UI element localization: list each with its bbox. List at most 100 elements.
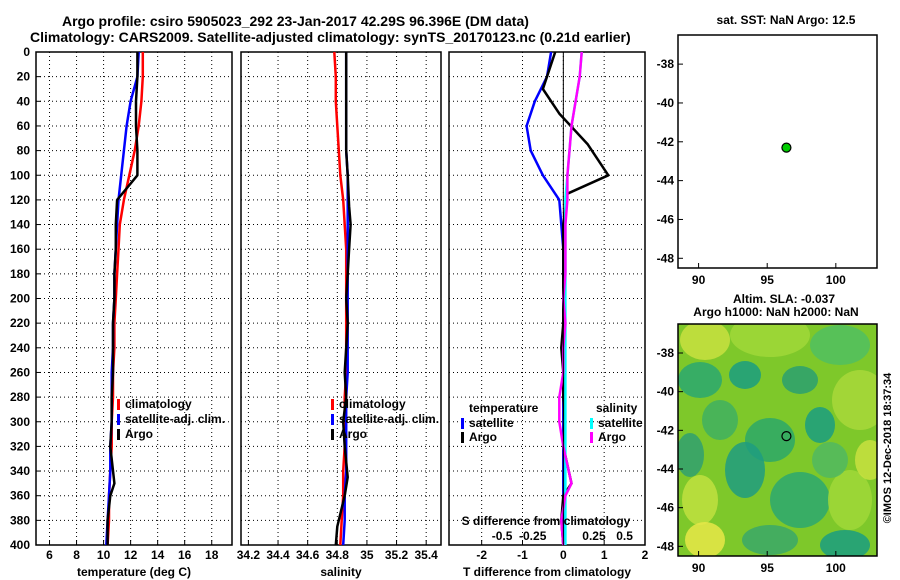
sla_map-cell [678,362,722,398]
difference-legend-label: Argo [598,430,626,444]
difference-legend-temperature-title: temperature [469,401,539,415]
temperature-legend-swatch [117,399,120,410]
sla_map-cell [730,324,810,357]
sst-map-title: sat. SST: NaN Argo: 12.5 [717,13,856,27]
temperature-xtick-label: 14 [151,548,165,562]
sla_map-cell [805,407,835,443]
difference-xtick-label: 1 [601,548,608,562]
sla_map-cell [680,324,730,360]
sst_map-xtick-label: 100 [826,273,846,287]
temperature-series-argo [106,52,139,545]
sla_map-field [678,324,877,556]
difference-top-tick-label: -0.5 [492,529,513,543]
title-line-1: Argo profile: csiro 5905023_292 23-Jan-2… [62,13,529,29]
difference-legend-label: satellite [598,416,643,430]
depth-tick-label: 240 [10,341,30,355]
salinity-legend-label: Argo [339,427,367,441]
temperature-frame [35,51,233,546]
difference-legend-salinity-title: salinity [596,401,638,415]
difference-legend-swatch [461,432,464,443]
sst_map-ytick-label: -44 [657,174,675,188]
sla_map-ytick-label: -38 [657,346,675,360]
depth-tick-label: 320 [10,439,30,453]
depth-tick-label: 380 [10,513,30,527]
sst_map-frame [677,34,878,269]
sst_map-ytick-label: -38 [657,57,675,71]
sla_map-ytick-label: -42 [657,423,675,437]
salinity-xtick-label: 34.8 [326,548,350,562]
salinity-xtick-label: 34.6 [296,548,320,562]
sla_map-cell [742,525,798,555]
difference-xtick-label: -1 [517,548,528,562]
temperature-xlabel: temperature (deg C) [77,565,191,579]
sla_map-ytick-label: -46 [657,501,675,515]
credit-text: ©IMOS 12-Dec-2018 18:37:34 [882,372,894,523]
depth-tick-label: 20 [17,70,31,84]
salinity-legend-label: climatology [339,397,406,411]
sla_map-cell [682,475,718,525]
depth-tick-label: 120 [10,193,30,207]
difference-frame [448,51,646,546]
sla_map-xtick-label: 100 [826,561,846,575]
temperature-xtick-label: 6 [46,548,53,562]
temperature-xtick-label: 12 [124,548,138,562]
sst_map-argo-marker [781,142,792,153]
salinity-xtick-label: 34.4 [266,548,290,562]
salinity-legend-swatch [331,414,334,425]
depth-tick-label: 280 [10,390,30,404]
salinity-xlabel: salinity [320,565,362,579]
difference-xtick-label: 2 [642,548,649,562]
depth-tick-label: 220 [10,316,30,330]
temperature-legend-label: Argo [125,427,153,441]
depth-tick-label: 0 [23,45,30,59]
sst_map-ytick-label: -46 [657,212,675,226]
sla-map-title-line-1: Altim. SLA: -0.037 [733,292,835,306]
temperature-legend-swatch [117,414,120,425]
sla_map-frame [677,323,878,557]
salinity-series-argo [334,52,352,546]
difference-xtick-label: 0 [560,548,567,562]
temperature-legend-label: climatology [125,397,192,411]
sla_map-cell [832,370,877,430]
depth-tick-label: 180 [10,267,30,281]
sst_map-ytick-label: -42 [657,135,675,149]
sla_map-cell [810,325,870,365]
difference-top-tick-label: 0.5 [616,529,633,543]
difference-legend-label: satellite [469,416,514,430]
salinity-legend-swatch [331,429,334,440]
sla_map-cell [702,400,738,440]
depth-tick-label: 40 [17,94,31,108]
sla_map-ytick-label: -48 [657,539,675,553]
temperature-legend-swatch [117,429,120,440]
difference-top-tick-label: -0.25 [519,529,547,543]
depth-tick-label: 140 [10,218,30,232]
sla_map-xtick-label: 90 [692,561,706,575]
difference-xlabel: T difference from climatology [463,565,631,579]
sla_map-ytick-label: -40 [657,385,675,399]
temperature-xtick-label: 10 [97,548,111,562]
depth-tick-label: 300 [10,415,30,429]
sla-map-title-line-2: Argo h1000: NaN h2000: NaN [693,305,858,319]
sla_map-ytick-label: -44 [657,462,675,476]
sst_map-xtick-label: 95 [761,273,775,287]
sst_map-background [678,35,877,268]
difference-top-label: S difference from climatology [462,514,631,528]
depth-tick-label: 80 [17,144,31,158]
sla_map-cell [855,440,877,480]
depth-tick-label: 260 [10,365,30,379]
depth-tick-label: 160 [10,242,30,256]
sla_map-cell [820,530,870,556]
sla_map-argo-marker [781,431,792,442]
depth-tick-label: 340 [10,464,30,478]
difference-legend-label: Argo [469,430,497,444]
difference-legend-swatch [461,418,464,429]
sla_map-cell [828,470,872,530]
salinity-legend-label: satellite-adj. clim. [339,412,439,426]
depth-tick-label: 360 [10,489,30,503]
sla_map-cell [729,361,761,389]
depth-tick-label: 100 [10,168,30,182]
sla_map-cell [782,366,818,394]
salinity-xtick-label: 35 [360,548,374,562]
salinity-xtick-label: 34.2 [237,548,261,562]
